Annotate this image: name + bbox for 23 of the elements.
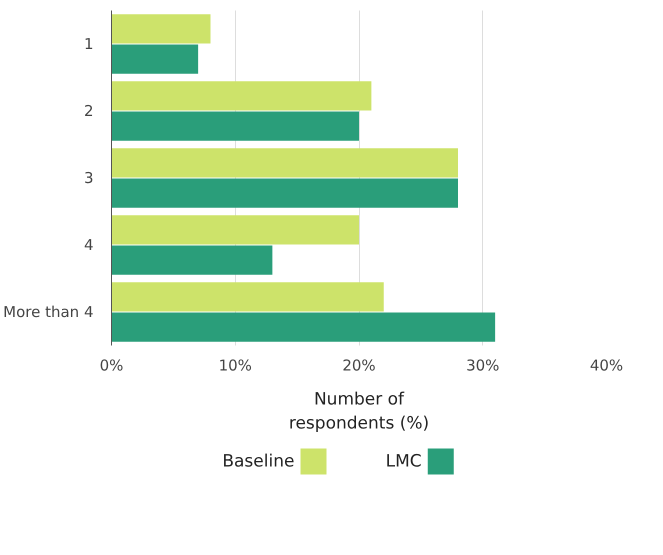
bar — [112, 215, 359, 245]
legend-label: LMC — [386, 452, 422, 472]
bar — [112, 111, 359, 141]
bar — [112, 81, 372, 111]
y-tick-label: 4 — [84, 236, 94, 254]
y-tick-label: 3 — [84, 169, 94, 187]
x-tick-label: 40% — [590, 356, 624, 374]
y-tick-label: 1 — [84, 35, 94, 53]
legend-label: Baseline — [222, 452, 294, 472]
y-tick-label: 2 — [84, 102, 94, 120]
x-tick-label: 10% — [218, 356, 252, 374]
x-tick-label: 20% — [342, 356, 376, 374]
bar — [112, 14, 210, 44]
bar — [112, 245, 272, 275]
bar — [112, 178, 458, 208]
bar — [112, 148, 458, 178]
bar — [112, 282, 384, 312]
x-tick-label: 30% — [466, 356, 500, 374]
x-tick-label: 0% — [100, 356, 124, 374]
bar — [112, 44, 198, 74]
bar — [112, 312, 496, 342]
x-axis-title: Number of respondents (%) — [288, 390, 430, 434]
y-tick-label: More than 4 — [3, 303, 94, 321]
